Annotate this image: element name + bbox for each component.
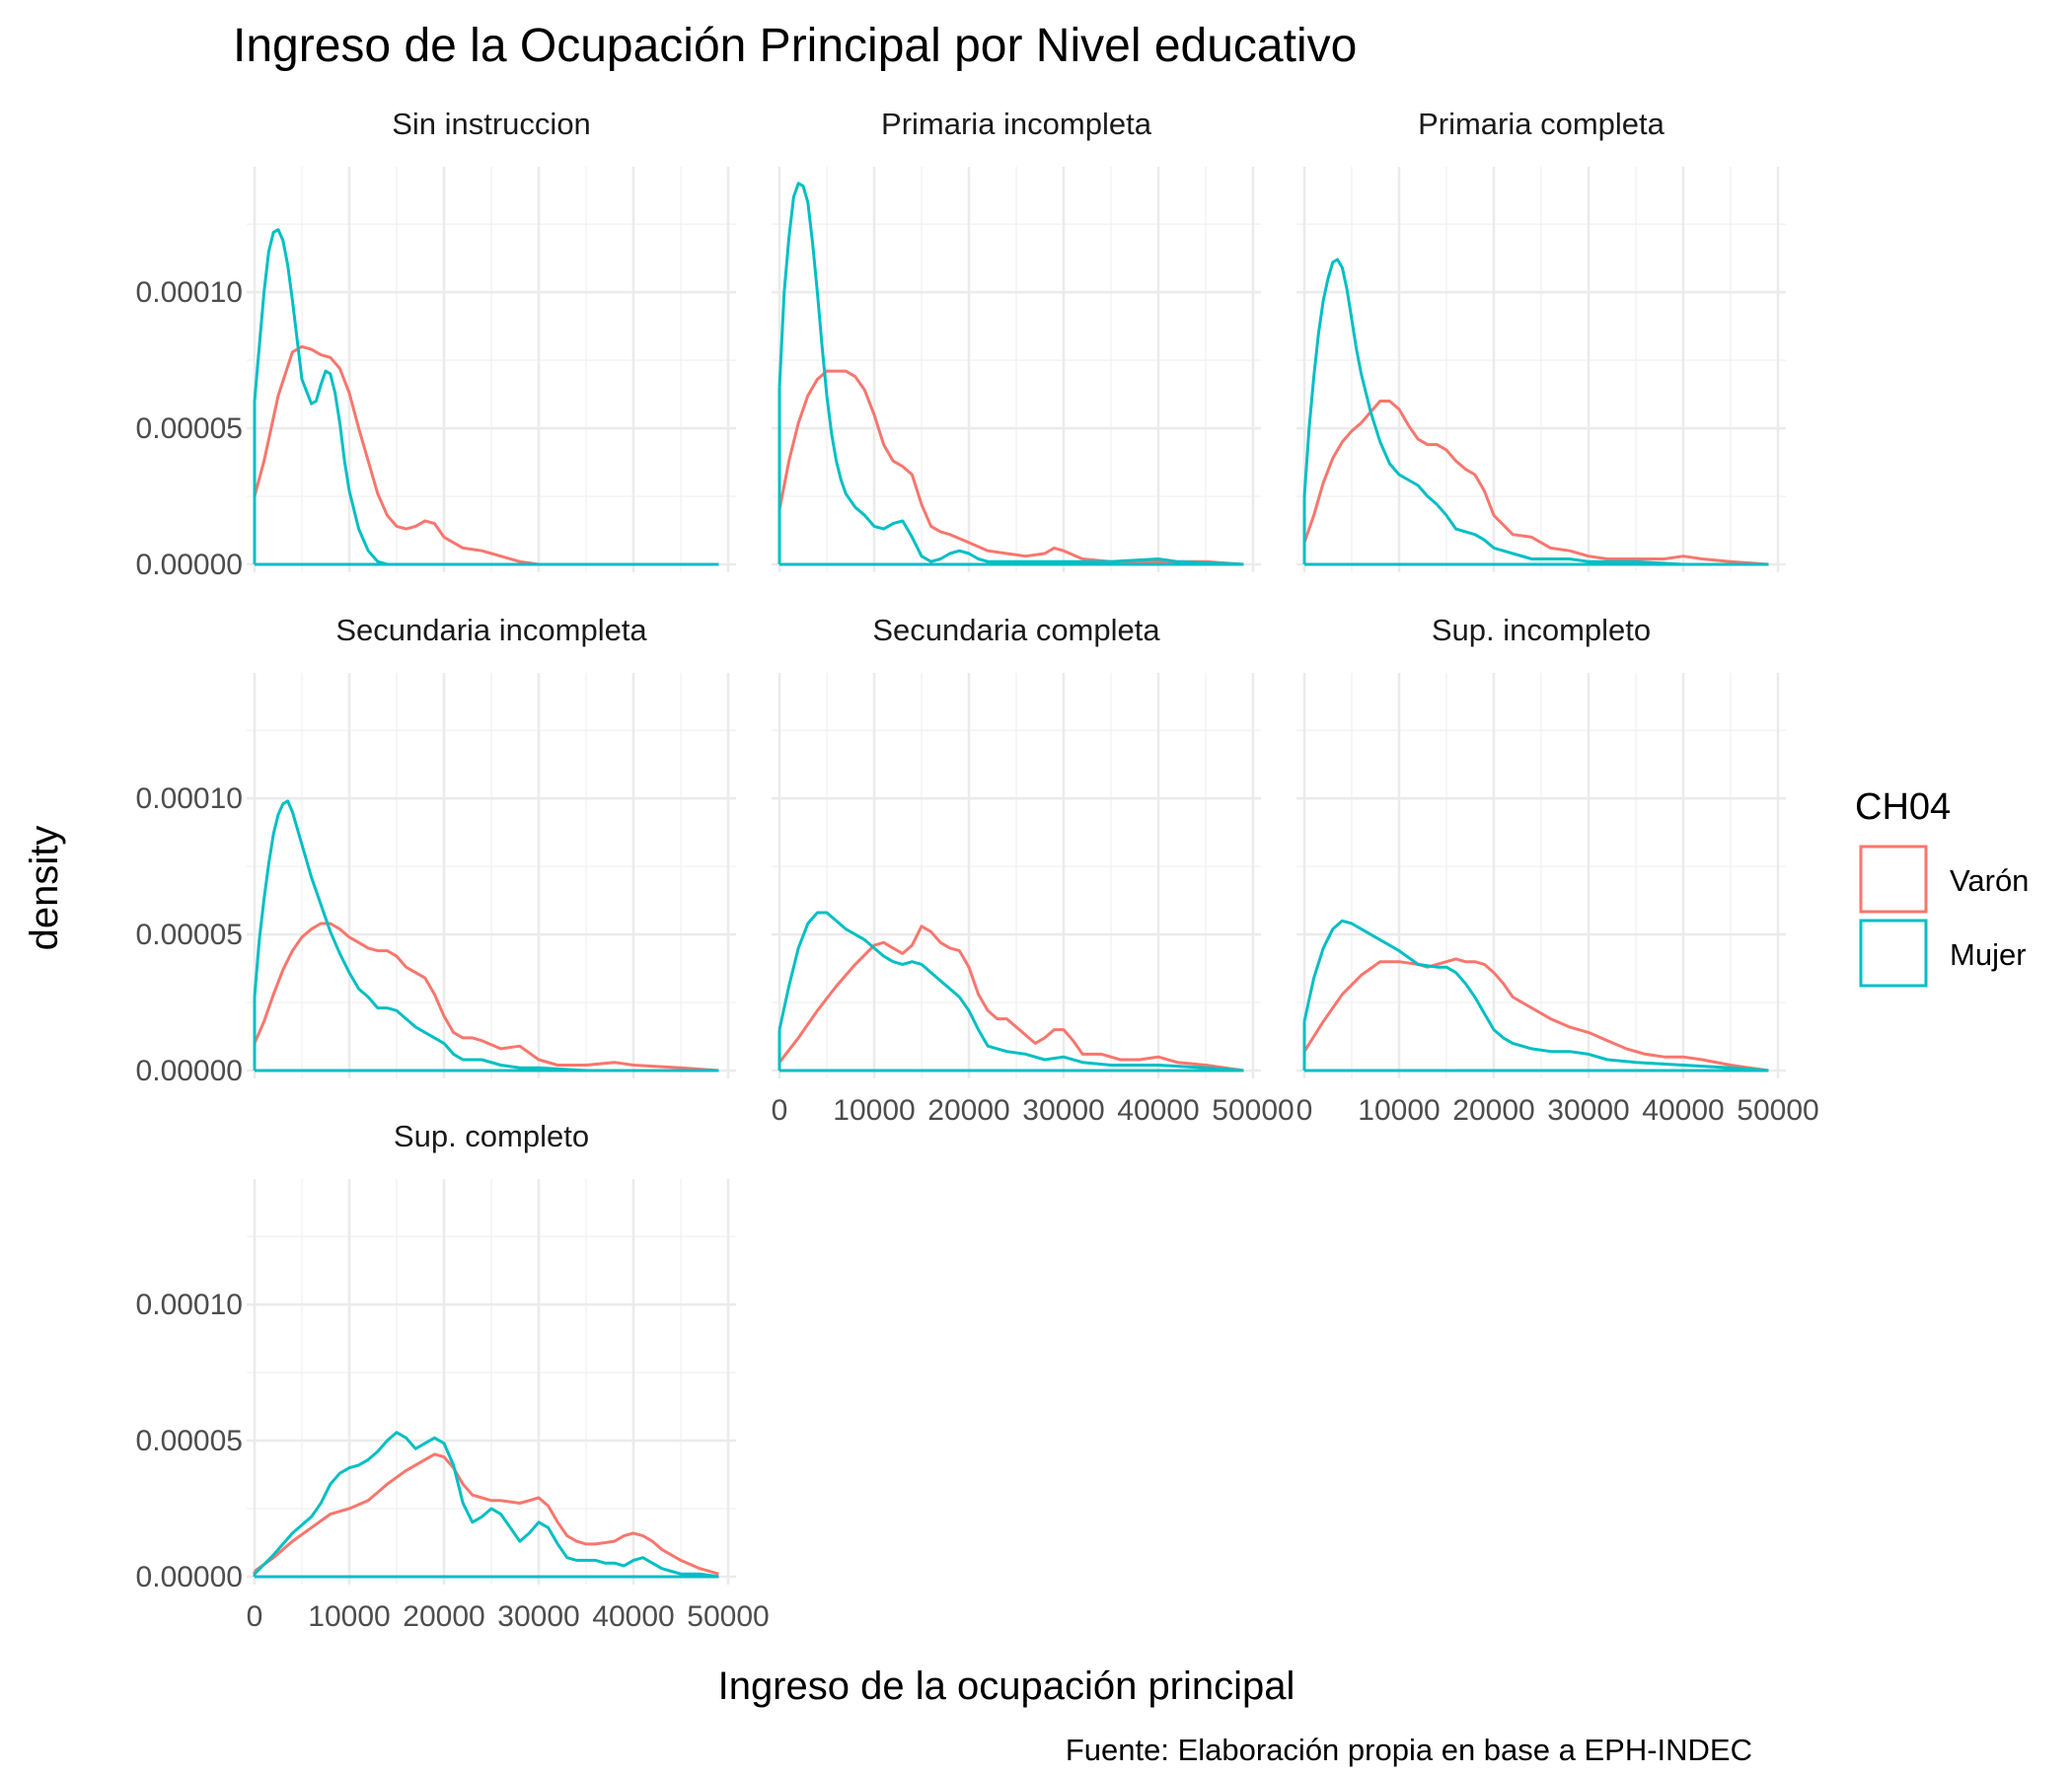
x-tick-label: 30000 — [497, 1600, 579, 1633]
panel-sup-incompleto: Sup. incompleto 0 10000 20000 30000 40000 5000… — [1296, 613, 1819, 1127]
x-tick-label: 20000 — [1452, 1094, 1534, 1127]
density-line-mujer — [1302, 258, 1769, 566]
panel-strip-label: Primaria incompleta — [881, 107, 1152, 141]
x-axis-title: Ingreso de la ocupación principal — [718, 1665, 1295, 1708]
panel-sup-completo: Sup. completo 0.00000 0.00005 0.00010 0 10000… — [136, 1119, 770, 1633]
density-line-var-n — [253, 922, 719, 1073]
density-line-mujer — [253, 799, 719, 1073]
panel-primaria-incompleta: Primaria incompleta — [772, 107, 1261, 572]
panel-secundaria-incompleta: Secundaria incompleta 0.00000 0.00005 0.000… — [136, 613, 736, 1087]
legend-label-mujer: Mujer — [1950, 937, 2027, 972]
density-line-mujer — [777, 182, 1244, 566]
facet-panels: Sin instruccion 0.00000 0.00005 0.00010 Prim… — [136, 107, 1819, 1633]
legend-label-var-n: Varón — [1950, 863, 2029, 898]
density-line-mujer — [777, 911, 1244, 1073]
y-tick-label: 0.00000 — [136, 1055, 243, 1087]
panel-strip-label: Secundaria incompleta — [335, 613, 647, 647]
density-line-var-n — [777, 369, 1244, 566]
density-line-var-n — [1302, 400, 1769, 566]
panel-primaria-completa: Primaria completa — [1296, 107, 1786, 572]
y-tick-label: 0.00005 — [136, 919, 243, 951]
x-tick-label: 20000 — [403, 1600, 484, 1633]
x-tick-label: 30000 — [1547, 1094, 1629, 1127]
density-line-var-n — [1302, 957, 1769, 1073]
legend-key-var-n — [1859, 845, 1928, 914]
x-tick-label: 40000 — [1117, 1094, 1199, 1127]
density-line-mujer — [253, 1431, 719, 1579]
y-tick-label: 0.00010 — [136, 276, 243, 309]
x-tick-label: 10000 — [308, 1600, 390, 1633]
y-tick-label: 0.00010 — [136, 782, 243, 815]
x-tick-label: 50000 — [1737, 1094, 1818, 1127]
x-tick-label: 0 — [1296, 1094, 1313, 1127]
x-tick-label: 0 — [772, 1094, 788, 1127]
x-tick-label: 10000 — [833, 1094, 915, 1127]
panel-sin-instruccion: Sin instruccion 0.00000 0.00005 0.00010 — [136, 107, 736, 581]
x-tick-label: 50000 — [687, 1600, 769, 1633]
y-axis-title: density — [23, 826, 66, 951]
y-tick-label: 0.00005 — [136, 412, 243, 445]
density-line-var-n — [254, 1452, 719, 1576]
panel-secundaria-completa: Secundaria completa 0 10000 20000 30000 40000… — [772, 613, 1295, 1127]
legend-title: CH04 — [1855, 786, 1951, 828]
panel-strip-label: Sup. completo — [394, 1119, 589, 1153]
panel-strip-label: Sin instruccion — [392, 107, 591, 141]
panel-strip-label: Primaria completa — [1418, 107, 1665, 141]
y-tick-label: 0.00000 — [136, 549, 243, 581]
x-tick-label: 20000 — [927, 1094, 1009, 1127]
density-line-mujer — [253, 228, 719, 566]
density-line-var-n — [253, 344, 719, 566]
y-tick-label: 0.00005 — [136, 1425, 243, 1457]
x-tick-label: 50000 — [1212, 1094, 1294, 1127]
y-tick-label: 0.00000 — [136, 1561, 243, 1593]
x-tick-label: 10000 — [1358, 1094, 1440, 1127]
x-tick-label: 30000 — [1022, 1094, 1104, 1127]
legend-key-mujer — [1859, 919, 1928, 988]
density-line-var-n — [777, 925, 1244, 1073]
x-tick-label: 40000 — [1642, 1094, 1724, 1127]
chart-title: Ingreso de la Ocupación Principal por Ni… — [233, 20, 1357, 72]
density-line-mujer — [1302, 919, 1769, 1073]
legend: CH04 Varón Mujer — [1855, 786, 2029, 988]
panel-strip-label: Secundaria completa — [872, 613, 1160, 647]
source-caption: Fuente: Elaboración propia en base a EPH… — [1066, 1733, 1752, 1767]
panel-strip-label: Sup. incompleto — [1432, 613, 1651, 647]
x-tick-label: 40000 — [592, 1600, 674, 1633]
x-tick-label: 0 — [247, 1600, 263, 1633]
y-tick-label: 0.00010 — [136, 1289, 243, 1321]
